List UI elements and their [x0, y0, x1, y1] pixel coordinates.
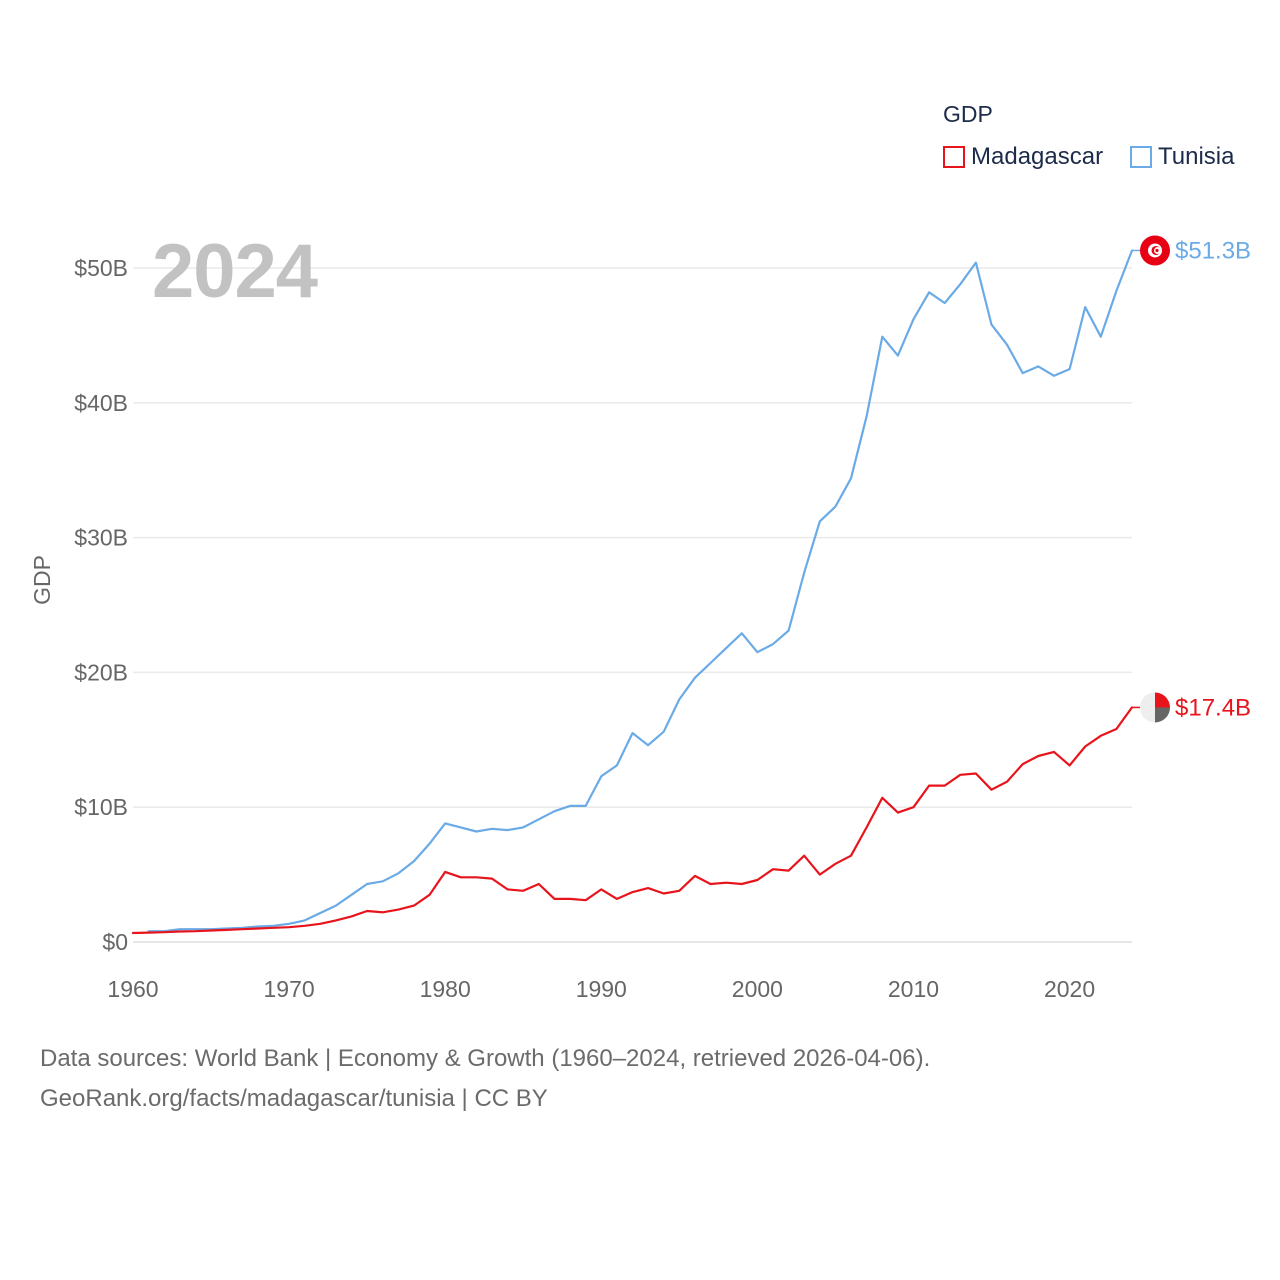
- x-tick-label: 2010: [888, 976, 939, 1002]
- y-tick-label: $50B: [74, 255, 128, 281]
- series-line-tunisia: [147, 249, 1134, 933]
- x-tick-label: 1980: [420, 976, 471, 1002]
- legend-item-madagascar[interactable]: Madagascar: [943, 143, 1103, 171]
- x-tick-label: 1990: [576, 976, 627, 1002]
- gridlines: [133, 267, 1132, 943]
- legend-swatch-tunisia: [1130, 146, 1152, 168]
- y-axis-label: GDP: [29, 555, 55, 605]
- year-label: 2024: [152, 229, 318, 314]
- y-axis-ticks: $0 $10B $20B $30B $40B $50B: [74, 255, 128, 955]
- legend-swatch-madagascar: [943, 146, 965, 168]
- x-tick-label: 1960: [107, 976, 158, 1002]
- y-tick-label: $20B: [74, 659, 128, 685]
- legend-title: GDP: [943, 101, 993, 127]
- x-tick-label: 2000: [732, 976, 783, 1002]
- legend-label-madagascar: Madagascar: [971, 143, 1104, 170]
- end-value-label-madagascar: $17.4B: [1175, 694, 1251, 721]
- y-tick-label: $40B: [74, 390, 128, 416]
- y-tick-label: $0: [102, 929, 128, 955]
- y-tick-label: $30B: [74, 525, 128, 551]
- y-tick-label: $10B: [74, 794, 128, 820]
- x-tick-label: 1970: [264, 976, 315, 1002]
- x-tick-label: 2020: [1044, 976, 1095, 1002]
- madagascar-flag-icon: [1140, 692, 1171, 723]
- series-lines: [131, 249, 1134, 935]
- series-line-madagascar: [131, 706, 1134, 935]
- footer-source: Data sources: World Bank | Economy & Gro…: [40, 1045, 931, 1072]
- x-axis-ticks: 1960 1970 1980 1990 2000 2010 2020: [107, 976, 1095, 1002]
- series-end-markers: $51.3B $17.4B: [1132, 235, 1251, 723]
- footer-attribution[interactable]: GeoRank.org/facts/madagascar/tunisia | C…: [40, 1085, 548, 1112]
- end-value-label-tunisia: $51.3B: [1175, 237, 1251, 264]
- tunisia-flag-icon: [1140, 235, 1170, 266]
- legend-label-tunisia: Tunisia: [1158, 143, 1235, 170]
- legend-item-tunisia[interactable]: Tunisia: [1130, 143, 1234, 171]
